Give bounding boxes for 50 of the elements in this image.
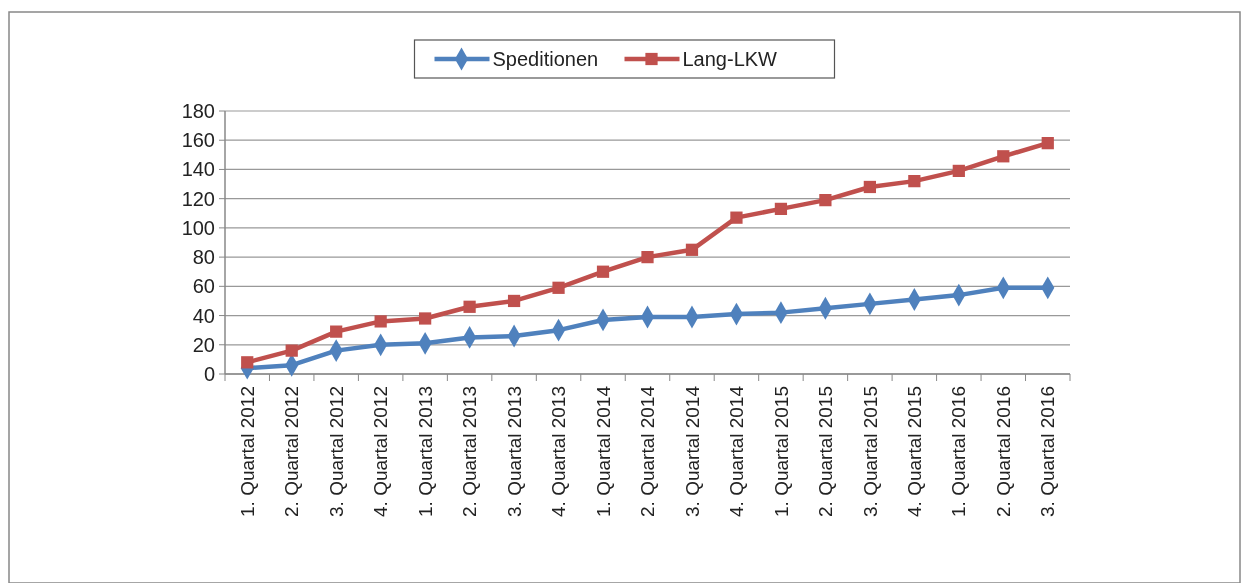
y-tick-label: 100 <box>181 216 215 239</box>
x-tick-label: 4. Quartal 2015 <box>903 386 925 517</box>
y-tick-label: 140 <box>181 158 215 181</box>
point <box>908 175 921 188</box>
y-tick-label: 0 <box>203 363 215 385</box>
x-tick-label: 2. Quartal 2013 <box>459 386 481 517</box>
point <box>552 281 565 294</box>
y-tick-label: 20 <box>192 333 215 356</box>
point <box>463 300 476 313</box>
point <box>952 164 965 178</box>
point <box>863 180 876 194</box>
x-tick-label: 1. Quartal 2015 <box>770 386 792 517</box>
x-tick-label: 1. Quartal 2016 <box>948 386 970 517</box>
legend-label: Lang-LKW <box>682 48 778 70</box>
x-tick-label: 1. Quartal 2014 <box>592 385 614 517</box>
y-tick-label: 60 <box>192 275 215 298</box>
x-tick-label: 3. Quartal 2016 <box>1037 386 1059 517</box>
x-tick-label: 3. Quartal 2015 <box>859 386 881 517</box>
point <box>819 194 832 207</box>
x-tick-label: 2. Quartal 2012 <box>281 386 303 517</box>
x-tick-label: 4. Quartal 2014 <box>726 385 748 517</box>
point <box>730 211 743 224</box>
point <box>1041 137 1054 150</box>
point <box>330 325 343 338</box>
point <box>419 312 432 325</box>
x-tick-label: 3. Quartal 2013 <box>503 386 525 517</box>
point <box>596 265 610 278</box>
point <box>374 315 387 328</box>
x-tick-label: 2. Quartal 2014 <box>637 385 659 517</box>
y-tick-label: 80 <box>192 246 215 269</box>
x-tick-label: 2. Quartal 2016 <box>992 386 1014 517</box>
y-tick-label: 120 <box>181 187 215 210</box>
x-tick-label: 4. Quartal 2012 <box>370 386 392 517</box>
point <box>774 202 788 216</box>
x-tick-label: 4. Quartal 2013 <box>548 386 570 517</box>
x-tick-label: 1. Quartal 2013 <box>414 386 436 517</box>
y-tick-label: 40 <box>192 304 215 327</box>
y-tick-label: 180 <box>181 100 215 122</box>
point <box>241 356 254 369</box>
x-tick-label: 1. Quartal 2012 <box>236 386 258 517</box>
legend-label: Speditionen <box>492 48 599 70</box>
x-tick-label: 2. Quartal 2015 <box>815 386 837 517</box>
point <box>507 294 521 308</box>
y-tick-label: 160 <box>181 129 215 152</box>
point <box>997 150 1010 163</box>
x-tick-label: 3. Quartal 2014 <box>681 385 703 517</box>
point <box>641 250 654 264</box>
x-tick-label: 3. Quartal 2012 <box>325 386 347 517</box>
point <box>685 243 699 256</box>
point <box>285 344 298 357</box>
